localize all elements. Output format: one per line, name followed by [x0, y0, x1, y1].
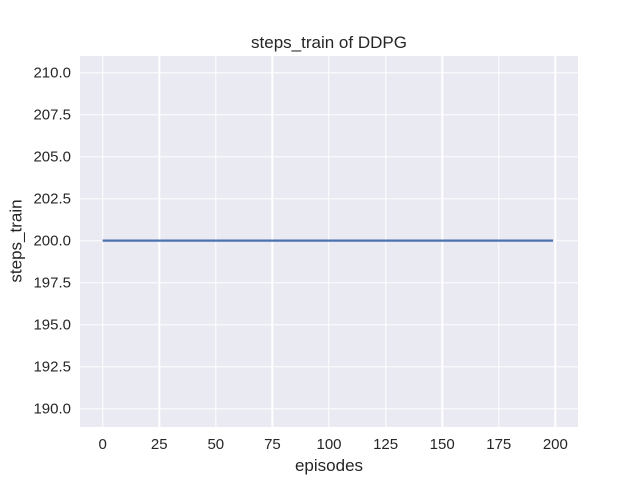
line-series — [80, 56, 578, 427]
y-tick-label: 197.5 — [33, 274, 71, 292]
chart-title: steps_train of DDPG — [251, 33, 407, 52]
gridline-vertical — [101, 56, 104, 427]
gridline-horizontal — [80, 72, 578, 74]
x-tick-label: 200 — [542, 436, 568, 453]
gridline-horizontal — [80, 281, 578, 284]
x-tick-label: 175 — [486, 436, 512, 453]
gridline-horizontal — [80, 323, 578, 326]
y-tick-label: 195.0 — [33, 316, 71, 334]
gridline-horizontal — [80, 407, 578, 410]
x-tick-label: 25 — [150, 436, 168, 453]
gridline-horizontal — [80, 156, 578, 158]
x-tick-label: 50 — [207, 436, 225, 453]
x-tick-label: 150 — [429, 436, 455, 453]
plot-area — [80, 56, 578, 427]
gridline-vertical — [554, 56, 557, 427]
x-tick-label: 125 — [373, 436, 399, 453]
y-tick-label: 202.5 — [33, 190, 71, 208]
y-tick-label: 205.0 — [33, 148, 71, 166]
x-tick-label: 75 — [264, 436, 281, 453]
y-tick-label: 190.0 — [33, 400, 71, 418]
y-tick-label: 207.5 — [33, 106, 71, 124]
x-tick-label: 100 — [316, 436, 342, 453]
x-tick-labels: 0 25 50 75 100 125 150 175 200 — [80, 436, 578, 454]
gridline-horizontal — [80, 365, 578, 368]
x-axis-label: episodes — [294, 456, 364, 475]
gridline-horizontal — [80, 114, 578, 116]
gridline-horizontal — [80, 197, 578, 200]
y-tick-label: 200.0 — [33, 232, 71, 250]
y-tick-labels: 190.0 192.5 195.0 197.5 200.0 202.5 205.0 207.5… — [0, 56, 71, 427]
x-tick-label: 0 — [98, 436, 107, 453]
y-tick-label: 210.0 — [33, 64, 71, 82]
y-tick-label: 192.5 — [33, 358, 71, 376]
